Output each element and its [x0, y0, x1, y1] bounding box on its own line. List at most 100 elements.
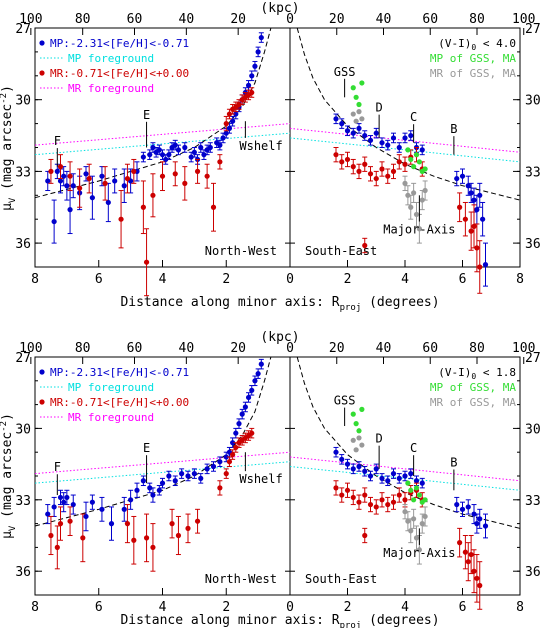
- data-point: [57, 494, 64, 501]
- y-axis-title-sub: V: [8, 197, 18, 203]
- x-axis-title-main: Distance along minor axis: R: [120, 295, 339, 310]
- data-point: [194, 168, 201, 174]
- data-point: [124, 521, 131, 527]
- data-point: [333, 152, 339, 158]
- data-point: [150, 192, 156, 198]
- data-point: [223, 130, 229, 136]
- data-point: [236, 421, 242, 427]
- legend-marker: [39, 399, 45, 405]
- data-point: [223, 121, 229, 127]
- series-right-mp-of-gss-ma: [350, 406, 428, 505]
- data-point: [416, 547, 422, 553]
- data-point: [422, 513, 428, 520]
- data-point: [411, 497, 417, 503]
- data-point: [459, 173, 466, 179]
- data-point: [67, 173, 73, 179]
- legend-label: MR foreground: [68, 411, 154, 424]
- data-point: [379, 166, 385, 172]
- data-point: [356, 168, 362, 174]
- y-axis-title-sub: V: [8, 525, 18, 531]
- data-point: [356, 463, 362, 470]
- mp-foreground-line: [289, 137, 521, 163]
- data-point: [172, 171, 178, 177]
- y-tick-label-right: 36: [525, 237, 541, 252]
- data-point: [169, 521, 175, 527]
- data-point: [474, 245, 480, 251]
- y-axis-title-main: μ: [0, 203, 15, 211]
- data-point: [207, 144, 213, 151]
- data-point: [359, 80, 365, 86]
- legend-label-main: (V-I): [438, 37, 471, 50]
- data-point: [45, 178, 51, 184]
- data-point: [339, 159, 345, 165]
- data-point: [233, 111, 239, 117]
- data-point: [255, 371, 261, 377]
- x-top-tick-label: 60: [127, 341, 143, 356]
- data-point: [339, 456, 345, 462]
- data-point: [239, 411, 245, 417]
- data-point: [233, 430, 239, 436]
- series-right-mr: [333, 480, 483, 610]
- x-tick-label: 8: [516, 272, 524, 287]
- x-tick-label: 2: [344, 600, 352, 615]
- mp-foreground-line: [34, 461, 291, 484]
- y-axis-title: μV (mag arcsec-2): [0, 413, 18, 539]
- y-tick-label: 30: [15, 422, 31, 437]
- data-point: [99, 173, 105, 179]
- data-point: [390, 135, 397, 141]
- data-point: [242, 404, 248, 410]
- x-top-tick-label: 60: [127, 12, 143, 27]
- data-point: [118, 216, 124, 222]
- data-point: [333, 449, 339, 455]
- legend-marker: [39, 40, 45, 46]
- legend-label: (V-I)0 < 1.8: [438, 366, 516, 381]
- y-axis-title: μV (mag arcsec-2): [0, 85, 18, 211]
- x-tick-label: 0: [286, 272, 294, 287]
- y-axis-title-close: ): [0, 413, 15, 421]
- x-top-tick-label: 20: [230, 341, 246, 356]
- x-axis-title-sub: proj: [340, 621, 362, 628]
- data-point: [416, 226, 422, 232]
- legend-label: MR foreground: [68, 82, 154, 95]
- annotation-e: E: [143, 441, 150, 455]
- legend-label: MP:-2.31<[Fe/H]<-0.71: [50, 37, 189, 50]
- data-point: [249, 89, 255, 96]
- x-tick-label: 4: [401, 600, 409, 615]
- data-point: [333, 485, 339, 491]
- x-axis-title-main: Distance along minor axis: R: [120, 613, 339, 628]
- data-point: [128, 497, 134, 503]
- data-point: [198, 144, 204, 151]
- data-point: [408, 471, 414, 477]
- data-point: [333, 116, 339, 122]
- data-point: [350, 85, 356, 91]
- data-point: [373, 504, 379, 510]
- data-point: [150, 144, 156, 151]
- data-point: [419, 147, 425, 153]
- x-tick-label: 6: [459, 272, 467, 287]
- data-point: [226, 125, 233, 131]
- data-point: [390, 168, 397, 174]
- series-left-mp: [45, 32, 264, 244]
- data-point: [471, 197, 477, 203]
- data-point: [419, 521, 425, 527]
- x-top-tick-label: 80: [75, 341, 91, 356]
- data-point: [191, 471, 197, 477]
- data-point: [61, 499, 67, 505]
- x-tick-label: 4: [159, 600, 167, 615]
- y-axis-title-close: ): [0, 85, 15, 93]
- series-right-mp-of-gss-ma: [350, 80, 428, 174]
- annotation-d: D: [376, 432, 383, 446]
- x-tick-label: 0: [286, 600, 294, 615]
- data-point: [457, 540, 463, 546]
- data-point: [217, 142, 223, 148]
- region-label-right: South-East: [305, 572, 377, 586]
- data-point: [379, 140, 385, 146]
- y-axis-title-main: μ: [0, 531, 15, 539]
- data-point: [140, 204, 146, 210]
- legend-label: MR:-0.71<[Fe/H]<+0.00: [50, 67, 189, 80]
- series-right-mr-of-gss-ma: [350, 109, 428, 244]
- data-point: [471, 568, 477, 574]
- x-tick-label: 8: [31, 600, 39, 615]
